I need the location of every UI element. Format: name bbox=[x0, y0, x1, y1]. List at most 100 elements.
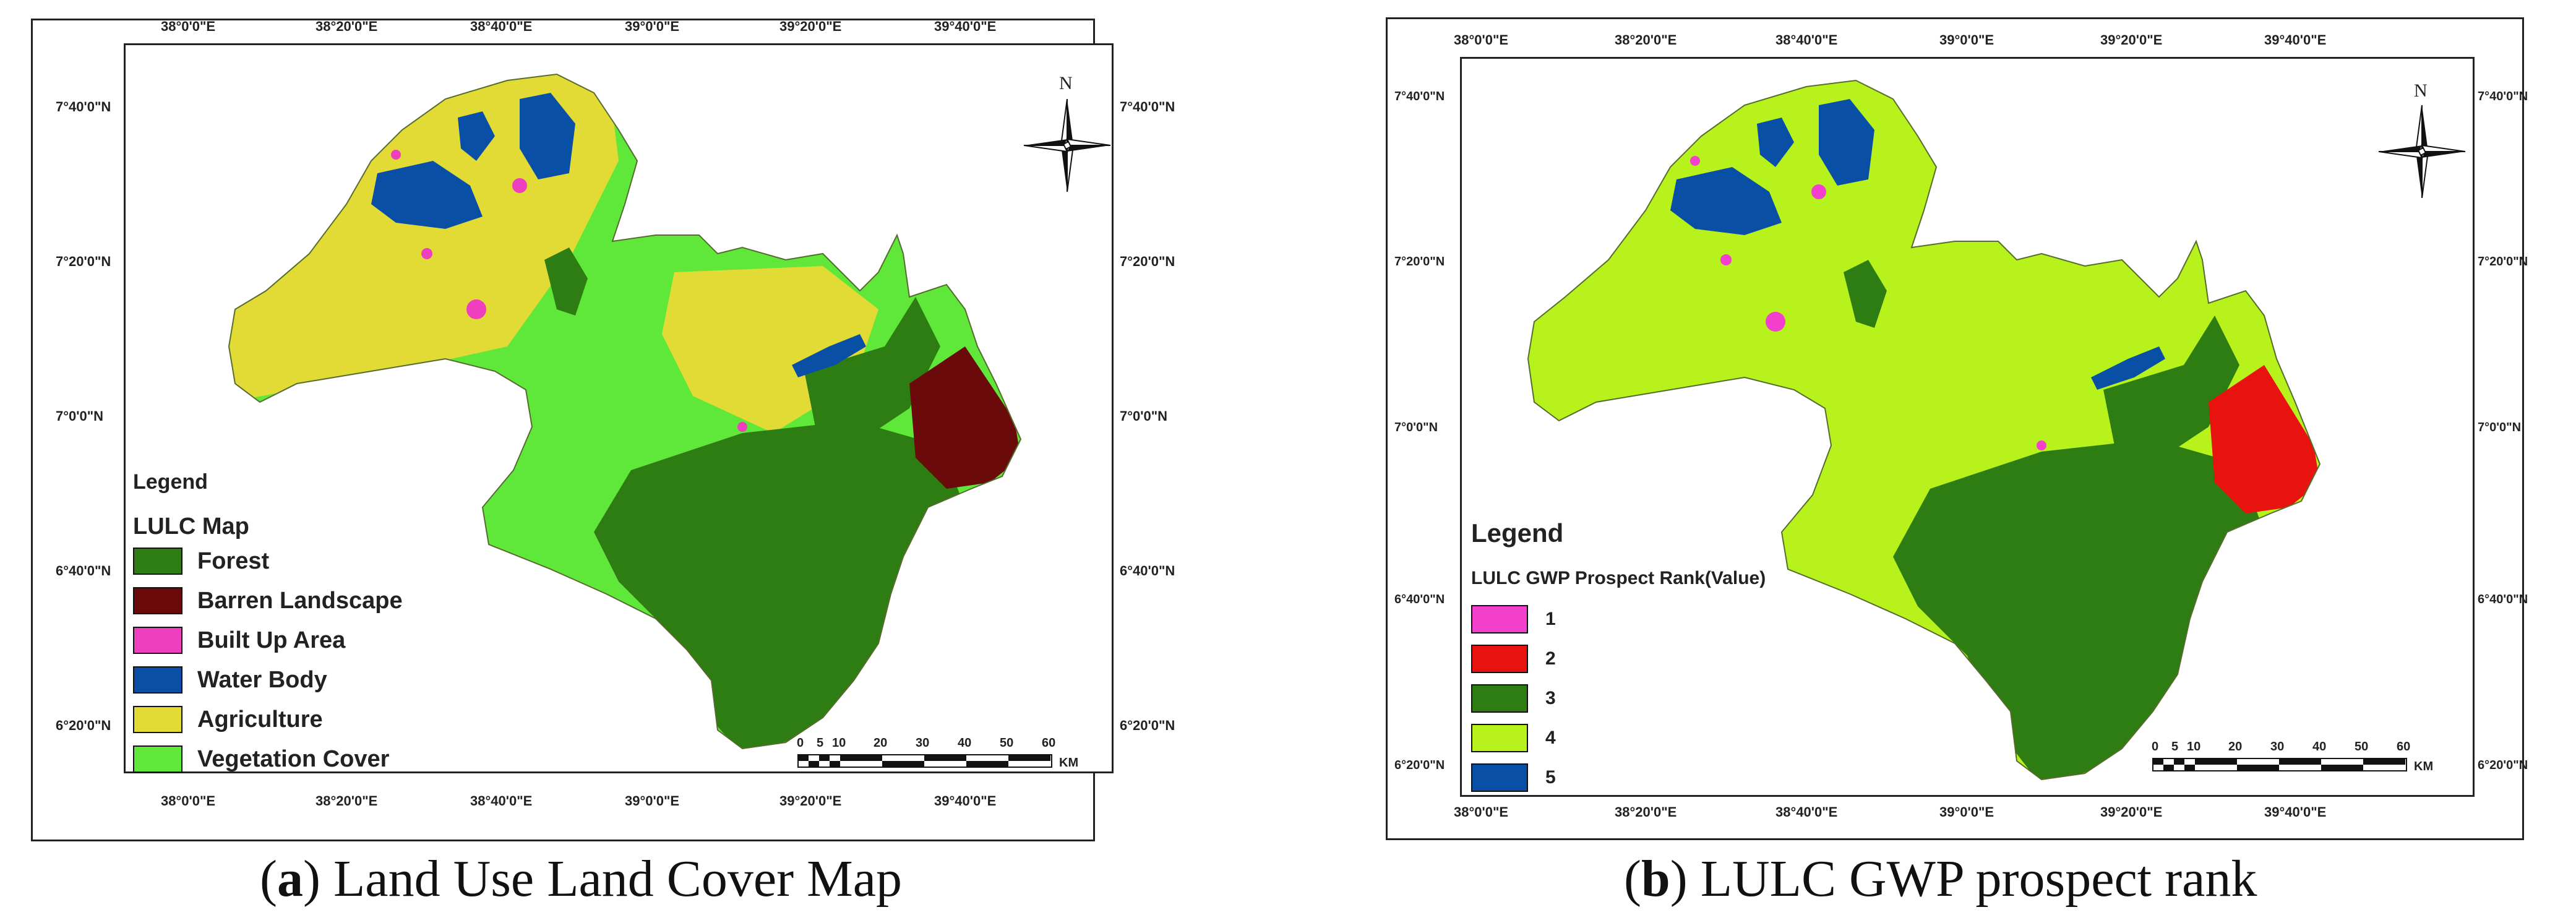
left-scale-number: 5 bbox=[817, 736, 824, 750]
left-right-tick-3: 6°40'0"N bbox=[1120, 563, 1175, 578]
rank-5-swatch bbox=[1471, 763, 1528, 792]
left-bottom-tick-2: 38°40'0"E bbox=[470, 793, 533, 809]
right-gwp-map bbox=[1527, 79, 2321, 781]
right-legend-label: 2 bbox=[1545, 648, 1556, 669]
left-map-panel: 38°0'0"E 38°20'0"E 38°40'0"E 39°0'0"E 39… bbox=[0, 0, 1274, 915]
left-caption: (a) Land Use Land Cover Map bbox=[260, 850, 903, 908]
left-top-tick-5: 39°40'0"E bbox=[934, 19, 997, 34]
left-top-tick-4: 39°20'0"E bbox=[779, 19, 842, 34]
right-right-tick-2: 7°0'0"N bbox=[2478, 421, 2522, 434]
right-scale-number: 40 bbox=[2312, 740, 2327, 754]
left-bottom-tick-4: 39°20'0"E bbox=[779, 793, 842, 809]
rank-2-swatch bbox=[1471, 645, 1528, 673]
built-up-swatch bbox=[133, 627, 182, 654]
right-right-tick-3: 6°40'0"N bbox=[2478, 593, 2528, 606]
left-scale-unit: KM bbox=[1059, 756, 1079, 770]
right-caption-letter: b bbox=[1641, 850, 1670, 908]
left-legend-title: LULC Map bbox=[133, 513, 249, 539]
right-top-tick-2: 38°40'0"E bbox=[1775, 32, 1838, 48]
left-left-tick-1: 7°20'0"N bbox=[56, 254, 111, 269]
left-scale-number: 0 bbox=[797, 736, 804, 750]
left-top-tick-1: 38°20'0"E bbox=[316, 19, 378, 34]
left-legend-label: Vegetation Cover bbox=[197, 745, 390, 772]
left-bottom-tick-0: 38°0'0"E bbox=[161, 793, 216, 809]
left-legend-label: Barren Landscape bbox=[197, 587, 403, 614]
left-scale-number: 30 bbox=[916, 736, 930, 750]
north-arrow-icon bbox=[2378, 105, 2466, 199]
vegetation-swatch bbox=[133, 745, 182, 773]
barren-swatch bbox=[133, 587, 182, 614]
left-bottom-tick-3: 39°0'0"E bbox=[625, 793, 680, 809]
left-scale-bar bbox=[797, 754, 1052, 768]
right-left-tick-3: 6°40'0"N bbox=[1394, 593, 1445, 606]
rank-1-swatch bbox=[1471, 605, 1528, 634]
right-scale-bar bbox=[2152, 758, 2407, 771]
right-right-tick-1: 7°20'0"N bbox=[2478, 255, 2528, 268]
right-top-tick-3: 39°0'0"E bbox=[1939, 32, 1994, 48]
right-legend-label: 5 bbox=[1545, 767, 1556, 788]
left-bottom-tick-5: 39°40'0"E bbox=[934, 793, 997, 809]
right-scale-number: 50 bbox=[2355, 740, 2369, 754]
left-right-tick-2: 7°0'0"N bbox=[1120, 408, 1168, 424]
left-right-tick-0: 7°40'0"N bbox=[1120, 99, 1175, 114]
right-left-tick-2: 7°0'0"N bbox=[1394, 421, 1438, 434]
left-top-tick-3: 39°0'0"E bbox=[625, 19, 680, 34]
left-legend-label: Forest bbox=[197, 548, 270, 574]
left-caption-text: Land Use Land Cover Map bbox=[320, 850, 903, 908]
left-right-tick-4: 6°20'0"N bbox=[1120, 718, 1175, 733]
right-left-tick-0: 7°40'0"N bbox=[1394, 90, 1445, 103]
left-north-label: N bbox=[1059, 73, 1073, 93]
north-arrow-icon bbox=[1023, 98, 1111, 192]
left-legend-heading: Legend bbox=[133, 470, 208, 494]
left-legend-item-water: Water Body bbox=[133, 666, 327, 694]
right-scale-number: 30 bbox=[2270, 740, 2285, 754]
right-top-tick-4: 39°20'0"E bbox=[2100, 32, 2163, 48]
right-legend-label: 1 bbox=[1545, 609, 1556, 629]
left-scale-number: 50 bbox=[1000, 736, 1014, 750]
left-top-tick-0: 38°0'0"E bbox=[161, 19, 216, 34]
right-caption-text: LULC GWP prospect rank bbox=[1687, 850, 2257, 908]
right-legend-item-3: 3 bbox=[1471, 684, 1556, 713]
right-map-panel: 38°0'0"E 38°20'0"E 38°40'0"E 39°0'0"E 39… bbox=[1361, 0, 2576, 915]
left-caption-letter: a bbox=[277, 850, 303, 908]
right-scale-number: 60 bbox=[2397, 740, 2411, 754]
right-bottom-tick-4: 39°20'0"E bbox=[2100, 804, 2163, 820]
right-scale-number: 5 bbox=[2171, 740, 2179, 754]
left-lulc-map bbox=[228, 73, 1022, 750]
left-legend-label: Water Body bbox=[197, 666, 327, 693]
right-right-tick-0: 7°40'0"N bbox=[2478, 90, 2528, 103]
left-legend-item-forest: Forest bbox=[133, 548, 269, 575]
right-scale-unit: KM bbox=[2414, 760, 2434, 773]
right-legend-item-5: 5 bbox=[1471, 763, 1556, 792]
left-scale-number: 20 bbox=[874, 736, 888, 750]
left-legend-item-agriculture: Agriculture bbox=[133, 706, 323, 733]
left-legend-label: Agriculture bbox=[197, 706, 323, 732]
water-swatch bbox=[133, 666, 182, 694]
left-top-tick-2: 38°40'0"E bbox=[470, 19, 533, 34]
right-legend-label: 3 bbox=[1545, 688, 1556, 708]
left-legend-item-built-up: Built Up Area bbox=[133, 627, 345, 654]
right-legend-item-4: 4 bbox=[1471, 724, 1556, 752]
right-caption: (b) LULC GWP prospect rank bbox=[1624, 850, 2257, 908]
forest-swatch bbox=[133, 548, 182, 575]
rank-3-swatch bbox=[1471, 684, 1528, 713]
left-left-tick-3: 6°40'0"N bbox=[56, 563, 111, 578]
right-legend-item-1: 1 bbox=[1471, 605, 1556, 634]
right-left-tick-4: 6°20'0"N bbox=[1394, 758, 1445, 772]
right-legend-title: LULC GWP Prospect Rank(Value) bbox=[1471, 568, 1766, 588]
right-bottom-tick-5: 39°40'0"E bbox=[2264, 804, 2327, 820]
right-top-tick-0: 38°0'0"E bbox=[1454, 32, 1509, 48]
rank-4-swatch bbox=[1471, 724, 1528, 752]
left-scale-number: 40 bbox=[958, 736, 972, 750]
left-bottom-tick-1: 38°20'0"E bbox=[316, 793, 378, 809]
right-bottom-tick-0: 38°0'0"E bbox=[1454, 804, 1509, 820]
left-left-tick-4: 6°20'0"N bbox=[56, 718, 111, 733]
left-left-tick-2: 7°0'0"N bbox=[56, 408, 104, 424]
left-right-tick-1: 7°20'0"N bbox=[1120, 254, 1175, 269]
right-legend-heading: Legend bbox=[1471, 518, 1564, 548]
left-left-tick-0: 7°40'0"N bbox=[56, 99, 111, 114]
left-scale-number: 10 bbox=[832, 736, 846, 750]
right-scale-number: 0 bbox=[2152, 740, 2159, 754]
left-scale-number: 60 bbox=[1042, 736, 1056, 750]
right-scale-number: 10 bbox=[2187, 740, 2201, 754]
